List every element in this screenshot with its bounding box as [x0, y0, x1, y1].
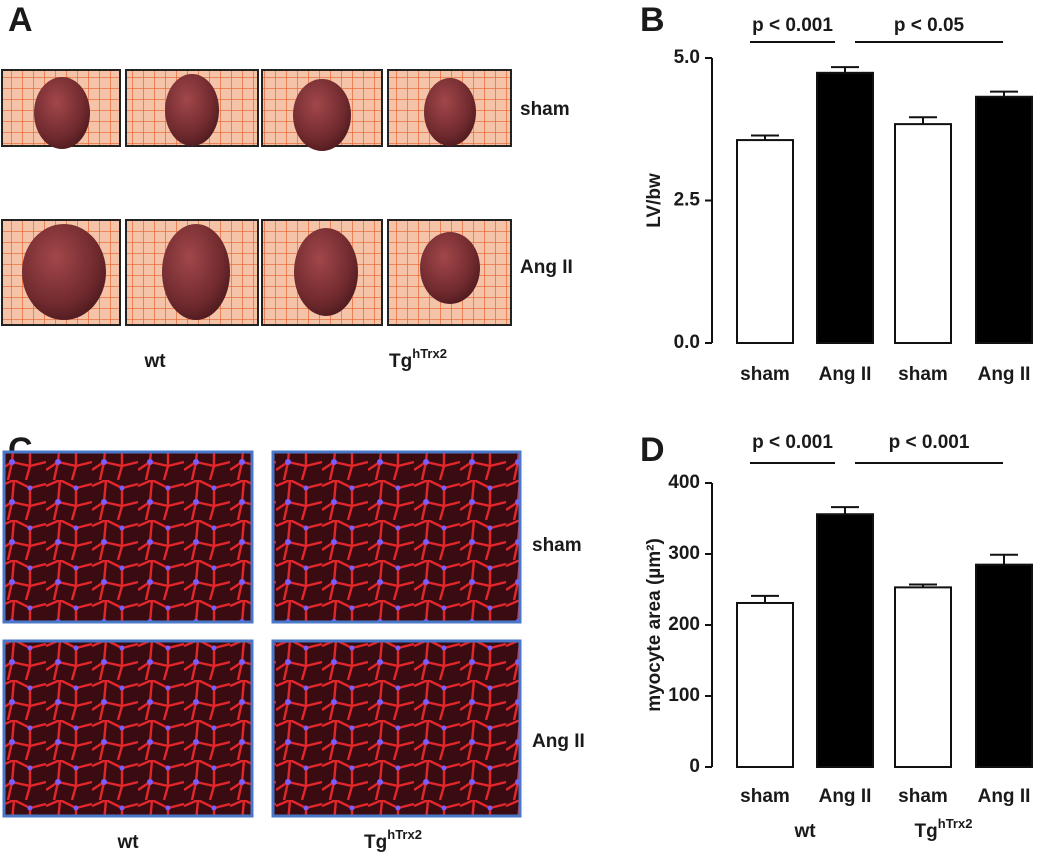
bar — [975, 95, 1033, 345]
column-label: wt — [116, 832, 139, 853]
bar — [816, 513, 874, 768]
row-label: sham — [520, 99, 570, 120]
x-tick-label: Ang II — [978, 364, 1031, 385]
significance-label: p < 0.001 — [889, 432, 970, 453]
group-label: TghTrx2 — [915, 816, 973, 842]
x-tick-label: Ang II — [978, 786, 1031, 807]
panel-label: A — [8, 1, 33, 39]
y-tick-label: 0.0 — [674, 332, 700, 353]
column-label: TghTrx2 — [364, 827, 422, 853]
y-axis-label: LV/bw — [644, 173, 665, 228]
significance-label: p < 0.001 — [752, 432, 833, 453]
group-label: wt — [793, 821, 816, 842]
y-axis-label: myocyte area (µm²) — [644, 538, 665, 712]
histology-images — [2, 450, 522, 818]
row-label: Ang II — [532, 731, 585, 752]
x-tick-label: sham — [740, 786, 790, 807]
panel-label: B — [640, 1, 665, 39]
x-tick-label: Ang II — [819, 786, 872, 807]
column-label: wt — [143, 351, 166, 372]
bar — [816, 71, 874, 344]
panel-label: D — [640, 431, 665, 469]
y-tick-label: 300 — [668, 543, 700, 564]
bar — [736, 601, 794, 768]
x-tick-label: sham — [898, 364, 948, 385]
y-tick-label: 2.5 — [674, 190, 701, 211]
row-label: Ang II — [520, 257, 573, 278]
bar — [894, 123, 952, 345]
group-label-superscript: hTrx2 — [938, 816, 973, 831]
x-tick-label: sham — [740, 364, 790, 385]
significance-label: p < 0.05 — [894, 15, 965, 36]
y-tick-label: 0 — [689, 756, 700, 777]
x-tick-label: Ang II — [819, 364, 872, 385]
y-tick-label: 5.0 — [674, 47, 700, 68]
group-label-base: Tg — [915, 821, 938, 842]
y-tick-label: 100 — [668, 685, 700, 706]
bar — [736, 139, 794, 344]
bar — [894, 586, 952, 768]
row-label: sham — [532, 535, 582, 556]
significance-label: p < 0.001 — [752, 15, 833, 36]
heart-photos — [1, 69, 512, 326]
y-tick-label: 400 — [668, 472, 700, 493]
column-label: TghTrx2 — [389, 346, 447, 372]
y-tick-label: 200 — [668, 614, 700, 635]
x-tick-label: sham — [898, 786, 948, 807]
bar — [975, 563, 1033, 769]
